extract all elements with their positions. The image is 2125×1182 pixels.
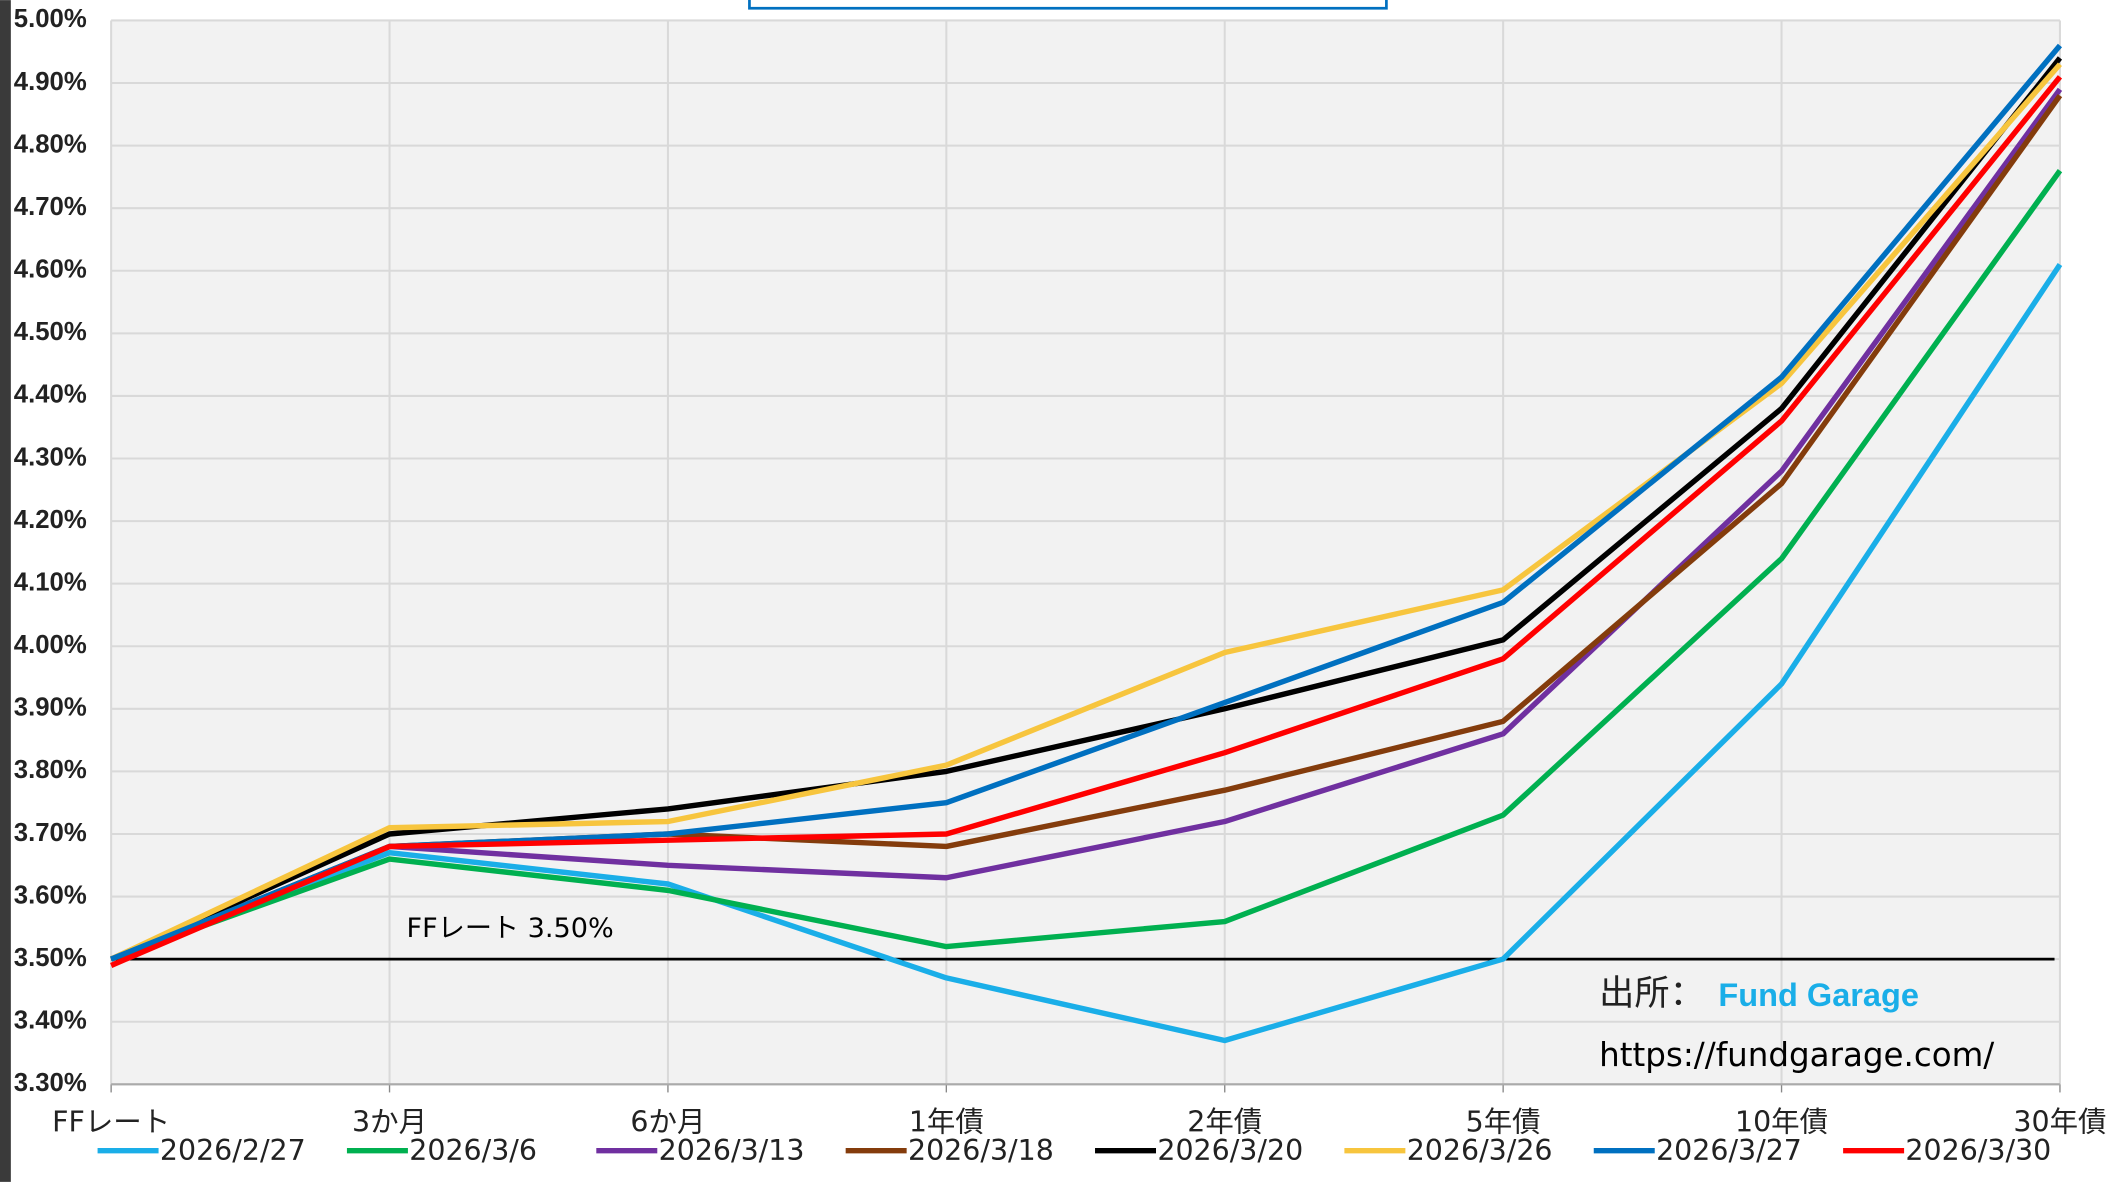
y-tick-label: 3.80% xyxy=(14,756,87,784)
reference-label: FFレート 3.50% xyxy=(407,913,614,944)
x-tick-label: 30年債 xyxy=(2013,1106,2106,1139)
x-tick-label: 5年債 xyxy=(1466,1106,1541,1139)
x-tick-label: 1年債 xyxy=(909,1106,984,1139)
y-tick-label: 4.90% xyxy=(14,68,87,96)
y-tick-label: 4.00% xyxy=(14,631,87,659)
legend-label: 2026/2/27 xyxy=(160,1134,306,1167)
y-tick-label: 4.50% xyxy=(14,318,87,346)
y-tick-label: 3.50% xyxy=(14,944,87,972)
source-url: https://fundgarage.com/ xyxy=(1599,1036,1994,1074)
series-line xyxy=(110,263,2063,1044)
legend-label: 2026/3/18 xyxy=(908,1134,1054,1167)
legend-label: 2026/3/13 xyxy=(659,1134,805,1167)
legend-label: 2026/3/20 xyxy=(1157,1134,1303,1167)
y-tick-label: 4.20% xyxy=(14,506,87,534)
legend-label: 2026/3/6 xyxy=(409,1134,537,1167)
y-tick-label: 4.10% xyxy=(14,568,87,596)
labels: 3.30% 3.40% 3.50% 3.60% 3.70% 3.80% 3.90% 4.00%… xyxy=(14,5,2107,1167)
y-tick-label: 4.80% xyxy=(14,130,87,158)
y-tick-label: 3.90% xyxy=(14,694,87,722)
series-line xyxy=(110,56,2063,962)
title-box xyxy=(748,0,1388,10)
x-tick-label: 6か月 xyxy=(630,1106,705,1139)
y-tick-label: 4.40% xyxy=(14,381,87,409)
y-tick-label: 3.60% xyxy=(14,881,87,909)
y-tick-label: 3.40% xyxy=(14,1007,87,1035)
y-tick-label: 3.70% xyxy=(14,819,87,847)
source-name: Fund Garage xyxy=(1718,977,1919,1013)
y-tick-label: 4.30% xyxy=(14,443,87,471)
x-tick-label: 3か月 xyxy=(352,1106,427,1139)
y-tick-label: 4.60% xyxy=(14,256,87,284)
y-tick-label: 5.00% xyxy=(14,5,87,33)
legend-label: 2026/3/26 xyxy=(1407,1134,1553,1167)
series-line xyxy=(110,169,2063,962)
left-edge xyxy=(0,0,11,1182)
y-tick-label: 3.30% xyxy=(14,1069,87,1097)
lines xyxy=(109,43,2063,1044)
x-tick-label: 10年債 xyxy=(1735,1106,1828,1139)
x-tick-label: FFレート xyxy=(52,1106,170,1139)
y-tick-label: 4.70% xyxy=(14,193,87,221)
source-label: 出所： xyxy=(1599,973,1705,1014)
series-line xyxy=(110,87,2063,962)
series-line xyxy=(110,75,2063,968)
legend-label: 2026/3/27 xyxy=(1656,1134,1802,1167)
legend-label: 2026/3/30 xyxy=(1905,1134,2051,1167)
plot-area xyxy=(111,20,2060,1085)
x-tick-label: 2年債 xyxy=(1187,1106,1262,1139)
